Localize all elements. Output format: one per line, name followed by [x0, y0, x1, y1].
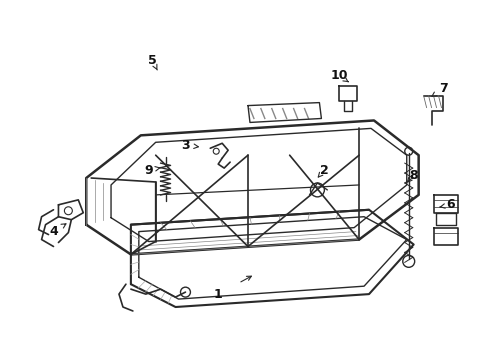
- Text: 5: 5: [148, 54, 157, 67]
- Text: 2: 2: [320, 163, 329, 176]
- Text: 8: 8: [409, 168, 418, 181]
- Text: 4: 4: [49, 225, 58, 238]
- Text: 7: 7: [439, 82, 448, 95]
- Text: 6: 6: [446, 198, 455, 211]
- Text: 9: 9: [145, 163, 153, 176]
- Text: 1: 1: [214, 288, 222, 301]
- Text: 10: 10: [331, 69, 348, 82]
- Text: 3: 3: [181, 139, 190, 152]
